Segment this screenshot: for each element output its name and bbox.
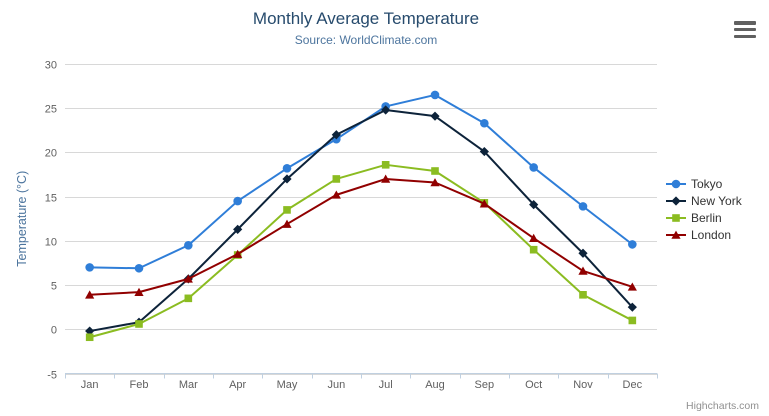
x-axis-label: Nov (573, 379, 593, 391)
data-point-london[interactable] (627, 282, 637, 291)
legend-marker-triangle-icon (666, 230, 686, 239)
data-point-london[interactable] (134, 287, 144, 296)
data-point-berlin[interactable] (431, 167, 439, 175)
data-point-london[interactable] (331, 190, 341, 199)
data-point-london[interactable] (479, 199, 489, 208)
data-point-new-york[interactable] (282, 174, 292, 184)
x-axis-label: May (277, 379, 298, 391)
data-point-london[interactable] (85, 290, 95, 299)
y-axis-label: -5 (47, 370, 57, 382)
data-point-tokyo[interactable] (529, 163, 538, 172)
y-axis-label: 25 (45, 104, 57, 116)
data-point-new-york[interactable] (381, 105, 391, 115)
hamburger-bar (734, 34, 756, 38)
x-axis-label: Aug (425, 379, 445, 391)
legend: Tokyo New York Berlin London (666, 175, 742, 243)
x-axis-label: Jan (81, 379, 99, 391)
data-point-london[interactable] (430, 178, 440, 187)
data-point-london[interactable] (578, 266, 588, 275)
data-point-berlin[interactable] (628, 316, 637, 325)
x-axis-label: Jun (327, 379, 345, 391)
x-axis-label: Jul (379, 379, 393, 391)
x-axis-label: Oct (525, 379, 542, 391)
data-point-new-york[interactable] (627, 302, 637, 312)
data-point-new-york[interactable] (331, 130, 341, 140)
data-point-tokyo[interactable] (282, 164, 292, 173)
data-point-new-york[interactable] (430, 111, 440, 121)
series-line-berlin (88, 163, 634, 339)
legend-marker-circle-icon (666, 179, 686, 188)
data-point-berlin[interactable] (85, 333, 94, 342)
legend-marker-diamond-icon (666, 195, 686, 206)
y-axis-label: 20 (45, 148, 57, 160)
credits-link[interactable]: Highcharts.com (686, 400, 759, 412)
data-point-berlin[interactable] (135, 320, 143, 328)
data-point-new-york[interactable] (233, 224, 243, 234)
x-axis-label: Mar (179, 379, 198, 391)
hamburger-bar (734, 21, 756, 25)
y-axis-label: 5 (51, 281, 57, 293)
hamburger-bar (734, 27, 756, 32)
data-point-london[interactable] (529, 233, 539, 243)
data-point-berlin[interactable] (332, 175, 341, 183)
y-axis-label: 30 (45, 60, 57, 72)
legend-item-london[interactable]: London (666, 226, 742, 243)
data-point-tokyo[interactable] (184, 240, 193, 250)
data-point-tokyo[interactable] (134, 263, 144, 273)
data-point-new-york[interactable] (85, 326, 95, 336)
x-axis-label: Apr (229, 379, 246, 391)
legend-item-new-york[interactable]: New York (666, 192, 742, 209)
x-axis-label: Feb (130, 379, 149, 391)
data-point-berlin[interactable] (184, 294, 193, 303)
legend-label-tokyo: Tokyo (691, 176, 723, 191)
data-point-tokyo[interactable] (628, 240, 637, 249)
series-line-tokyo (88, 93, 634, 270)
data-point-tokyo[interactable] (430, 90, 440, 100)
data-point-tokyo[interactable] (480, 118, 489, 128)
data-point-tokyo[interactable] (85, 263, 94, 272)
legend-marker-square-icon (666, 213, 686, 222)
data-point-tokyo[interactable] (233, 196, 242, 206)
hamburger-icon[interactable] (734, 21, 756, 38)
series-berlin (85, 161, 637, 342)
y-axis-label: 15 (45, 193, 57, 205)
chart-title: Monthly Average Temperature (252, 9, 480, 28)
series-london (85, 174, 637, 299)
chart-subtitle: Source: WorldClimate.com (294, 33, 438, 47)
series-line-new-york (88, 108, 634, 333)
series-new-york (85, 105, 637, 336)
data-point-berlin[interactable] (381, 161, 390, 169)
y-axis-title: Temperature (°C) (15, 171, 29, 267)
y-axis-label: 0 (51, 325, 57, 337)
data-point-london[interactable] (282, 219, 292, 228)
data-point-berlin[interactable] (579, 290, 587, 299)
data-point-london[interactable] (381, 174, 391, 183)
legend-label-new-york: New York (691, 193, 742, 208)
legend-label-london: London (691, 227, 732, 242)
x-axis-label: Sep (475, 379, 495, 391)
data-point-london[interactable] (233, 249, 243, 258)
x-axis-label: Dec (623, 379, 643, 391)
legend-label-berlin: Berlin (691, 210, 722, 225)
series-tokyo (85, 90, 637, 273)
y-axis-label: 10 (45, 237, 57, 249)
data-point-berlin[interactable] (529, 245, 538, 254)
data-point-tokyo[interactable] (578, 202, 588, 211)
data-point-new-york[interactable] (578, 248, 588, 258)
data-point-new-york[interactable] (479, 146, 489, 157)
data-point-berlin[interactable] (283, 206, 291, 214)
data-point-london[interactable] (183, 274, 193, 283)
series-line-london (88, 177, 634, 296)
legend-item-berlin[interactable]: Berlin (666, 209, 742, 226)
legend-item-tokyo[interactable]: Tokyo (666, 175, 742, 192)
data-point-new-york[interactable] (529, 200, 539, 210)
